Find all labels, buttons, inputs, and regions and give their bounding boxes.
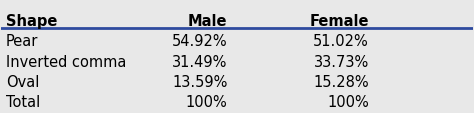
Text: 33.73%: 33.73% bbox=[314, 54, 369, 69]
Text: Pear: Pear bbox=[6, 34, 38, 49]
Text: 31.49%: 31.49% bbox=[172, 54, 228, 69]
Text: Inverted comma: Inverted comma bbox=[6, 54, 127, 69]
Text: Male: Male bbox=[188, 14, 228, 29]
Text: Female: Female bbox=[310, 14, 369, 29]
Text: Shape: Shape bbox=[6, 14, 57, 29]
Text: 15.28%: 15.28% bbox=[313, 74, 369, 89]
Text: 13.59%: 13.59% bbox=[172, 74, 228, 89]
Text: Total: Total bbox=[6, 94, 40, 109]
Text: 100%: 100% bbox=[186, 94, 228, 109]
Text: Oval: Oval bbox=[6, 74, 39, 89]
Text: 51.02%: 51.02% bbox=[313, 34, 369, 49]
Text: 100%: 100% bbox=[327, 94, 369, 109]
Text: 54.92%: 54.92% bbox=[172, 34, 228, 49]
